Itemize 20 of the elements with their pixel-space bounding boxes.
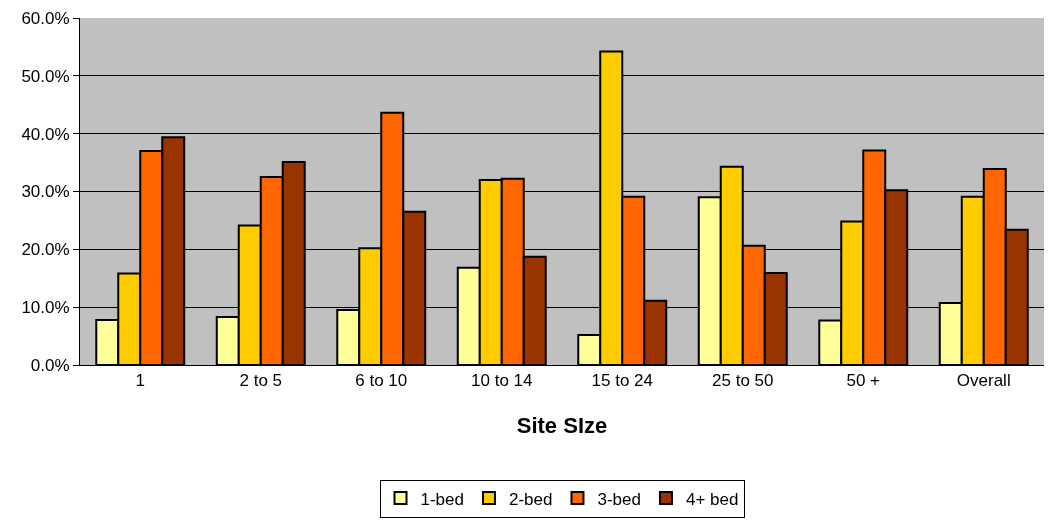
y-tick-label: 0.0% — [30, 355, 70, 375]
y-tick-label: 40.0% — [21, 124, 70, 144]
x-axis-title: Site SIze — [516, 413, 608, 439]
x-tick-label: 50 + — [846, 371, 881, 391]
x-tick-label: 1 — [135, 371, 145, 391]
y-tick-label: 20.0% — [21, 240, 70, 260]
x-tick-label: 10 to 14 — [471, 371, 533, 391]
y-tick-label: 60.0% — [21, 8, 70, 28]
x-tick-label: 2 to 5 — [239, 371, 283, 391]
x-tick-label: 25 to 50 — [712, 371, 774, 391]
y-tick-label: 10.0% — [21, 298, 70, 318]
x-tick-label: 15 to 24 — [591, 371, 653, 391]
legend-label: 2-bed — [508, 489, 553, 509]
x-tick-label: 6 to 10 — [355, 371, 408, 391]
legend-label: 4+ bed — [685, 489, 739, 509]
x-tick-label: Overall — [956, 371, 1011, 391]
y-tick-label: 50.0% — [21, 66, 70, 86]
y-tick-label: 30.0% — [21, 182, 70, 202]
legend-label: 1-bed — [420, 489, 464, 509]
legend-label: 3-bed — [597, 489, 641, 509]
